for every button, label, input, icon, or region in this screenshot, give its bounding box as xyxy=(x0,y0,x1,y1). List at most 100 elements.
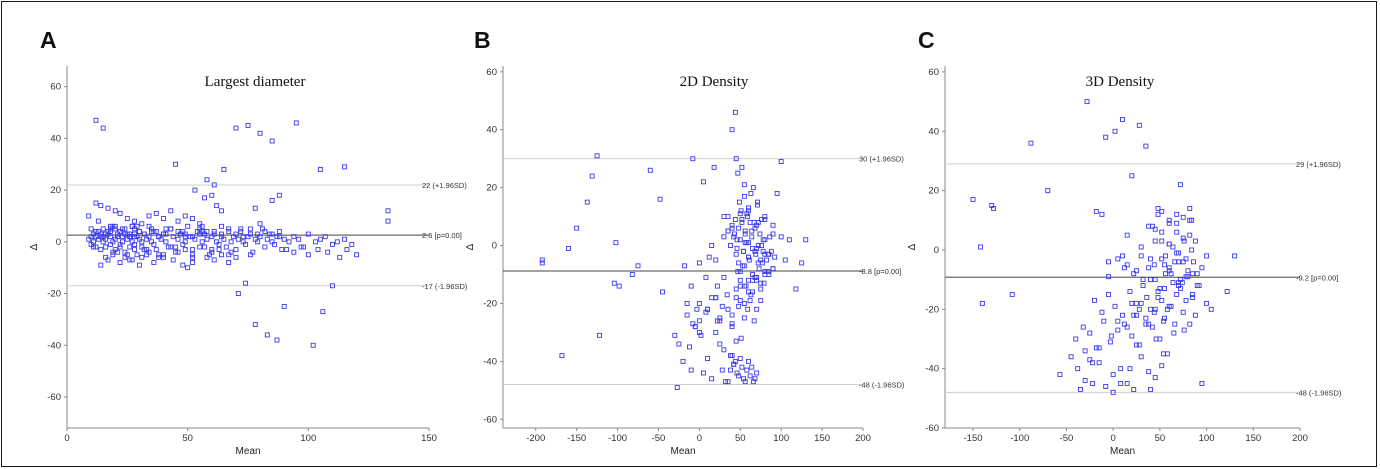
data-point xyxy=(1087,330,1093,336)
data-point xyxy=(1134,312,1139,318)
data-point xyxy=(765,269,771,275)
data-point xyxy=(281,304,287,309)
data-point xyxy=(245,123,251,128)
data-point xyxy=(745,214,751,220)
data-point xyxy=(738,208,744,214)
data-point xyxy=(1107,339,1113,345)
data-point xyxy=(1148,386,1153,392)
data-point xyxy=(115,234,121,240)
data-point xyxy=(269,138,275,144)
data-point xyxy=(103,231,109,237)
data-point xyxy=(1157,336,1163,342)
data-point xyxy=(221,166,227,172)
data-point xyxy=(1191,259,1196,265)
data-point xyxy=(100,226,106,232)
data-point xyxy=(742,240,748,246)
data-point xyxy=(296,236,302,242)
data-point xyxy=(749,234,755,240)
data-point xyxy=(1159,256,1165,262)
panel-letter-c: C xyxy=(918,27,935,53)
x-tick-label: -150 xyxy=(964,433,983,444)
data-point xyxy=(616,283,622,289)
data-point xyxy=(611,280,617,286)
data-point xyxy=(747,373,753,379)
data-point xyxy=(132,241,138,247)
data-point xyxy=(100,125,106,131)
data-point xyxy=(305,231,311,237)
data-point xyxy=(107,229,113,234)
x-tick-label: 0 xyxy=(1111,433,1116,444)
data-point xyxy=(233,125,239,131)
data-point xyxy=(93,200,99,206)
data-point xyxy=(1162,315,1167,321)
data-point xyxy=(1120,116,1125,122)
data-point xyxy=(1174,211,1180,217)
data-point xyxy=(705,356,710,361)
data-point xyxy=(729,127,735,133)
data-point xyxy=(252,322,258,328)
data-point xyxy=(1103,134,1109,140)
data-point xyxy=(141,247,147,253)
data-point xyxy=(1146,223,1152,229)
data-point xyxy=(739,219,745,225)
data-point xyxy=(719,303,725,309)
data-point xyxy=(732,231,737,237)
data-point xyxy=(764,257,769,263)
data-point xyxy=(746,205,751,211)
data-point xyxy=(758,280,764,286)
data-point xyxy=(1155,211,1161,217)
data-point xyxy=(1115,256,1121,262)
data-point xyxy=(1152,306,1158,312)
data-point xyxy=(734,237,740,243)
data-point xyxy=(647,167,653,173)
data-point xyxy=(762,217,768,222)
data-point xyxy=(1187,232,1193,238)
data-point xyxy=(746,240,751,246)
data-point xyxy=(151,241,157,247)
data-point xyxy=(136,229,142,234)
data-point xyxy=(737,298,743,304)
data-point xyxy=(737,283,743,289)
data-point xyxy=(694,306,700,312)
y-axis-label: Δ xyxy=(465,243,476,250)
data-point xyxy=(182,213,188,219)
x-tick-label: 50 xyxy=(735,433,746,444)
data-point xyxy=(736,225,742,231)
data-point xyxy=(112,223,118,229)
data-point xyxy=(107,226,113,232)
data-point xyxy=(692,324,698,330)
reference-line-label: -48 (-1.96SD) xyxy=(1296,388,1342,397)
y-tick-label: -60 xyxy=(483,414,497,425)
data-point xyxy=(703,274,709,280)
data-point xyxy=(729,225,735,231)
data-point xyxy=(1148,306,1153,312)
data-point xyxy=(1163,253,1168,259)
data-point xyxy=(139,254,145,260)
data-point xyxy=(723,379,728,385)
data-point xyxy=(1152,277,1158,283)
data-point xyxy=(749,228,755,234)
data-point xyxy=(762,269,768,275)
data-point xyxy=(161,254,166,260)
data-point xyxy=(1068,354,1074,360)
data-point xyxy=(257,130,263,136)
x-tick-label: -100 xyxy=(608,433,627,444)
y-tick-label: -20 xyxy=(47,289,61,300)
data-point xyxy=(238,226,244,232)
data-point xyxy=(180,262,186,268)
reference-line-label: 29 (+1.96SD) xyxy=(1296,160,1341,169)
data-point xyxy=(276,234,282,240)
data-point xyxy=(168,244,174,250)
data-point xyxy=(190,234,195,240)
data-point xyxy=(751,318,757,324)
data-point xyxy=(1208,306,1214,312)
data-point xyxy=(235,236,241,242)
data-point xyxy=(1115,318,1121,324)
data-point xyxy=(1118,366,1124,372)
data-point xyxy=(226,229,232,234)
data-point xyxy=(1138,253,1144,259)
data-point xyxy=(214,203,220,209)
data-point xyxy=(635,263,641,269)
data-point xyxy=(1134,342,1139,348)
